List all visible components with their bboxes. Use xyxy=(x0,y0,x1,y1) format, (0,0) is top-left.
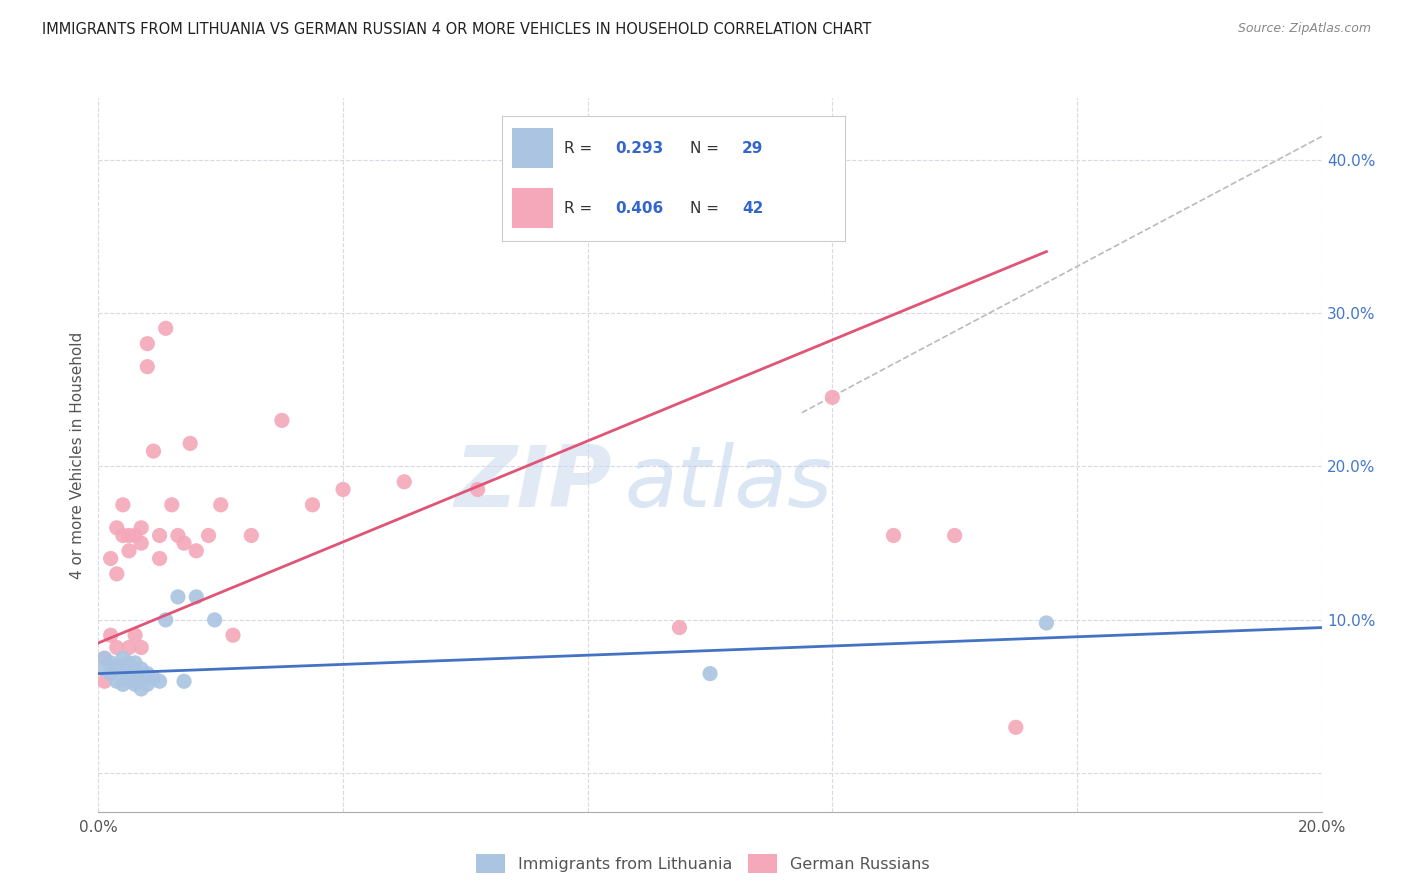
Point xyxy=(100,551,122,566)
Point xyxy=(93,674,115,689)
Legend: Immigrants from Lithuania, German Russians: Immigrants from Lithuania, German Russia… xyxy=(470,847,936,880)
Point xyxy=(124,656,146,670)
Point xyxy=(111,662,134,676)
Point xyxy=(111,528,134,542)
Text: atlas: atlas xyxy=(624,442,832,525)
Point xyxy=(668,621,690,635)
Point xyxy=(129,536,152,550)
Point xyxy=(118,674,141,689)
Point xyxy=(149,528,172,542)
Point xyxy=(240,528,263,542)
Point xyxy=(93,662,115,676)
Point xyxy=(883,528,905,542)
Point xyxy=(186,544,208,558)
Point xyxy=(118,528,141,542)
Point xyxy=(179,436,201,450)
Point xyxy=(129,521,152,535)
Point xyxy=(149,551,172,566)
Point xyxy=(136,336,159,351)
Point xyxy=(100,656,122,670)
Point xyxy=(124,628,146,642)
Point xyxy=(142,671,165,685)
Point xyxy=(105,521,128,535)
Y-axis label: 4 or more Vehicles in Household: 4 or more Vehicles in Household xyxy=(69,331,84,579)
Point xyxy=(105,659,128,673)
Point xyxy=(136,666,159,681)
Text: ZIP: ZIP xyxy=(454,442,612,525)
Point xyxy=(105,640,128,655)
Point xyxy=(124,528,146,542)
Text: Source: ZipAtlas.com: Source: ZipAtlas.com xyxy=(1237,22,1371,36)
Point xyxy=(160,498,183,512)
Point xyxy=(270,413,292,427)
Point xyxy=(1035,615,1057,630)
Point xyxy=(111,498,134,512)
Point xyxy=(105,674,128,689)
Point xyxy=(186,590,208,604)
Point xyxy=(155,613,177,627)
Point xyxy=(118,656,141,670)
Point xyxy=(173,536,195,550)
Point xyxy=(142,444,165,458)
Point xyxy=(204,613,226,627)
Point xyxy=(392,475,416,489)
Point xyxy=(467,483,489,497)
Point xyxy=(222,628,245,642)
Point xyxy=(129,674,152,689)
Point xyxy=(105,566,128,581)
Point xyxy=(100,628,122,642)
Point xyxy=(332,483,354,497)
Point xyxy=(943,528,966,542)
Point xyxy=(100,666,122,681)
Point xyxy=(136,359,159,374)
Point xyxy=(1004,720,1026,734)
Point xyxy=(129,640,152,655)
Point xyxy=(124,677,146,691)
Point xyxy=(699,666,721,681)
Point xyxy=(173,674,195,689)
Point xyxy=(93,651,115,665)
Point xyxy=(167,590,190,604)
Point xyxy=(93,651,115,665)
Point xyxy=(124,666,146,681)
Point xyxy=(821,390,844,404)
Point xyxy=(136,677,159,691)
Point xyxy=(129,662,152,676)
Point xyxy=(118,640,141,655)
Text: IMMIGRANTS FROM LITHUANIA VS GERMAN RUSSIAN 4 OR MORE VEHICLES IN HOUSEHOLD CORR: IMMIGRANTS FROM LITHUANIA VS GERMAN RUSS… xyxy=(42,22,872,37)
Point xyxy=(167,528,190,542)
Point xyxy=(149,674,172,689)
Point xyxy=(197,528,219,542)
Point xyxy=(111,677,134,691)
Point xyxy=(129,681,152,696)
Point xyxy=(155,321,177,335)
Point xyxy=(118,666,141,681)
Point xyxy=(301,498,323,512)
Point xyxy=(111,651,134,665)
Point xyxy=(118,544,141,558)
Point xyxy=(209,498,232,512)
